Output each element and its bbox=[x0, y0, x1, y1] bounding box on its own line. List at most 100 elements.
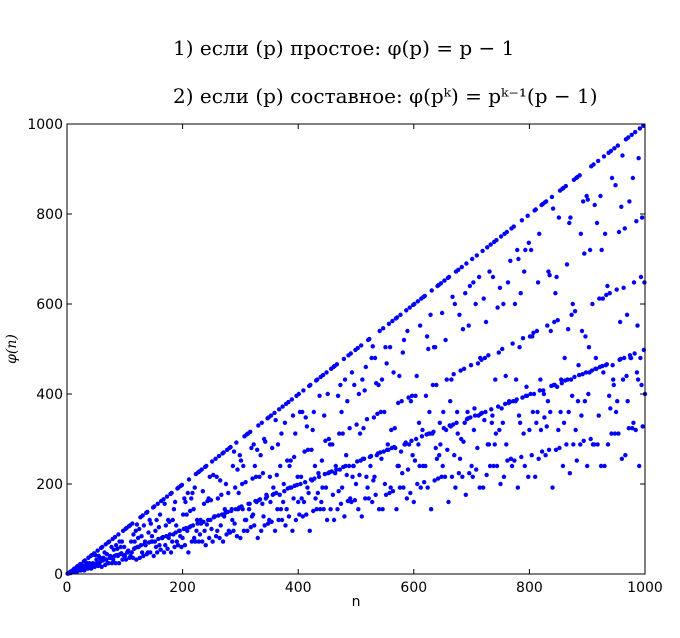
data-point bbox=[533, 207, 538, 212]
data-point bbox=[166, 535, 171, 541]
data-point bbox=[200, 539, 205, 544]
data-point bbox=[409, 393, 415, 398]
data-point bbox=[229, 507, 234, 512]
data-point bbox=[256, 423, 261, 428]
data-point bbox=[587, 247, 593, 253]
data-point bbox=[491, 463, 496, 469]
data-point bbox=[428, 507, 434, 512]
data-point bbox=[223, 481, 229, 487]
data-point bbox=[341, 356, 347, 362]
data-point bbox=[500, 346, 505, 352]
data-point bbox=[513, 377, 519, 382]
data-point bbox=[537, 231, 542, 236]
data-point bbox=[143, 543, 148, 548]
data-point bbox=[276, 407, 282, 412]
data-point bbox=[298, 481, 303, 487]
data-point bbox=[529, 453, 534, 458]
x-tick-label: 0 bbox=[63, 580, 72, 596]
data-point bbox=[567, 471, 573, 476]
data-point bbox=[280, 404, 285, 409]
data-point bbox=[171, 507, 177, 512]
data-point bbox=[467, 283, 473, 289]
data-point bbox=[547, 273, 552, 278]
data-point bbox=[129, 550, 134, 555]
data-point bbox=[116, 561, 122, 566]
data-point bbox=[468, 415, 473, 420]
data-point bbox=[349, 499, 354, 505]
data-point bbox=[260, 501, 265, 506]
data-point bbox=[293, 431, 298, 436]
data-point bbox=[405, 467, 411, 472]
data-point bbox=[412, 301, 417, 307]
data-point bbox=[250, 476, 255, 481]
data-point bbox=[586, 345, 592, 350]
data-point bbox=[469, 463, 474, 469]
data-point bbox=[422, 293, 427, 299]
data-point bbox=[157, 543, 162, 548]
data-point bbox=[363, 496, 368, 501]
data-point bbox=[187, 508, 193, 514]
data-point bbox=[476, 274, 482, 280]
data-point bbox=[621, 285, 626, 290]
data-point bbox=[324, 517, 330, 523]
data-point bbox=[544, 424, 549, 429]
data-point bbox=[598, 463, 604, 469]
data-point bbox=[521, 431, 526, 436]
data-point bbox=[304, 512, 309, 517]
data-points bbox=[65, 123, 648, 576]
data-point bbox=[614, 287, 619, 292]
data-point bbox=[333, 463, 338, 469]
data-point bbox=[180, 535, 185, 541]
data-point bbox=[538, 377, 543, 382]
data-point bbox=[282, 420, 288, 425]
y-axis-ticks: 0 200 400 600 800 1000 bbox=[27, 117, 645, 583]
data-point bbox=[315, 490, 321, 496]
data-point bbox=[613, 409, 619, 415]
data-point bbox=[283, 523, 288, 528]
data-point bbox=[269, 519, 274, 524]
data-point bbox=[505, 280, 511, 285]
data-point bbox=[609, 431, 614, 436]
data-point bbox=[490, 274, 496, 280]
data-point bbox=[460, 327, 466, 332]
data-point bbox=[566, 409, 571, 415]
data-point bbox=[543, 199, 549, 204]
data-point bbox=[224, 532, 229, 537]
y-tick-label: 400 bbox=[36, 387, 63, 403]
data-point bbox=[441, 409, 446, 415]
data-point bbox=[394, 507, 399, 512]
data-point bbox=[409, 438, 414, 443]
data-point bbox=[593, 355, 599, 361]
data-point bbox=[482, 417, 487, 423]
data-point bbox=[535, 280, 541, 285]
data-point bbox=[604, 362, 610, 367]
data-point bbox=[541, 391, 547, 397]
data-point bbox=[330, 492, 336, 497]
data-point bbox=[485, 245, 490, 250]
data-point bbox=[382, 409, 387, 415]
data-point bbox=[439, 474, 444, 479]
data-point bbox=[381, 449, 386, 454]
data-point bbox=[252, 463, 258, 469]
data-point bbox=[116, 532, 121, 537]
data-point bbox=[250, 512, 256, 517]
data-point bbox=[446, 499, 451, 505]
data-point bbox=[494, 237, 499, 243]
data-point bbox=[366, 496, 371, 501]
data-point bbox=[345, 399, 350, 404]
data-point bbox=[115, 546, 120, 551]
data-point bbox=[489, 420, 495, 425]
y-tick-label: 0 bbox=[54, 567, 63, 583]
data-point bbox=[371, 415, 377, 420]
data-point bbox=[473, 301, 478, 307]
data-point bbox=[442, 278, 447, 283]
data-point bbox=[246, 507, 252, 512]
data-point bbox=[612, 146, 617, 151]
data-point bbox=[215, 528, 220, 533]
data-point bbox=[369, 355, 374, 361]
data-point bbox=[625, 399, 630, 404]
data-point bbox=[548, 328, 553, 334]
data-point bbox=[272, 528, 278, 533]
data-point bbox=[475, 445, 480, 451]
data-point bbox=[186, 550, 191, 555]
